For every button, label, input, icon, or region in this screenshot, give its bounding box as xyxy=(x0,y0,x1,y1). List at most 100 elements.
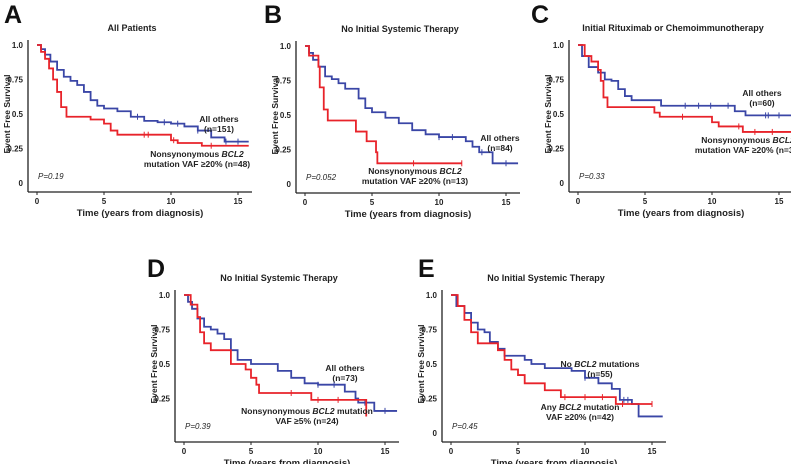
label-text: mutation xyxy=(335,406,373,416)
km-plot: No Initial Systemic Therapy 1.0 0.75 0.5 0.2… xyxy=(270,24,520,220)
gene-name: BCL2 xyxy=(440,166,462,176)
x-tick-label: 15 xyxy=(234,197,243,206)
y-tick-label: 1.0 xyxy=(553,41,565,50)
y-tick-label: 0 xyxy=(287,180,292,189)
x-tick-label: 5 xyxy=(249,447,254,456)
label-text: (n=151) xyxy=(204,124,234,134)
others-legend-label-line: All others xyxy=(199,114,238,124)
x-tick-label: 10 xyxy=(435,198,444,207)
mutated-legend-label-line: mutation VAF ≥20% (n=13) xyxy=(362,176,468,186)
p-value: P=0.45 xyxy=(452,422,478,431)
y-tick-label: 0.5 xyxy=(12,110,24,119)
y-tick-label: 0.25 xyxy=(7,145,23,154)
others-legend-label: All others(n=84) xyxy=(480,133,519,153)
panel-letter: B xyxy=(264,1,283,29)
others-curve xyxy=(451,294,663,418)
others-legend-label-line: (n=60) xyxy=(749,98,774,108)
y-tick-label: 0 xyxy=(560,179,565,188)
km-plot: All Patients 1.0 0.75 0.5 0.25 0 0 5 10 15 Time (y… xyxy=(2,23,252,219)
label-text: mutation VAF ≥20% (n=13) xyxy=(362,176,468,186)
y-tick-label: 0.25 xyxy=(548,145,564,154)
mutated-legend-label-line: Nonsynonymous BCL2 xyxy=(701,135,791,145)
mutated-curve xyxy=(578,44,791,133)
mutated-legend-label-line: mutation VAF ≥20% (n=31) xyxy=(695,145,791,155)
others-legend-label: All others(n=60) xyxy=(742,88,781,108)
others-legend-label-line: All others xyxy=(480,133,519,143)
gene-name: BCL2 xyxy=(312,406,334,416)
chart-title: No Initial Systemic Therapy xyxy=(220,273,338,283)
others-legend-label: No BCL2 mutations(n=55) xyxy=(561,359,640,379)
y-tick-label: 0 xyxy=(19,179,24,188)
others-curve xyxy=(37,44,249,143)
mutated-legend-label-line: Any BCL2 mutation xyxy=(541,402,620,412)
gene-name: BCL2 xyxy=(773,135,791,145)
label-text: Nonsynonymous xyxy=(241,406,312,416)
x-tick-label: 0 xyxy=(449,447,454,456)
label-text: All others xyxy=(480,133,519,143)
label-text: mutations xyxy=(596,359,639,369)
label-text: VAF ≥20% (n=42) xyxy=(546,412,614,422)
gene-name: BCL2 xyxy=(574,359,596,369)
x-tick-label: 15 xyxy=(502,198,511,207)
chart-title: No Initial Systemic Therapy xyxy=(487,273,605,283)
x-axis-label: Time (years from diagnosis) xyxy=(618,208,745,219)
x-tick-label: 0 xyxy=(576,197,581,206)
others-legend-label: All others(n=73) xyxy=(325,363,364,383)
chart-title: All Patients xyxy=(107,23,156,33)
y-tick-label: 0.75 xyxy=(154,326,170,335)
others-legend-label-line: All others xyxy=(742,88,781,98)
km-panel-b: No Initial Systemic Therapy 1.0 0.75 0.5 0.2… xyxy=(268,1,533,226)
label-text: mutation VAF ≥20% (n=48) xyxy=(144,159,250,169)
y-tick-label: 0.25 xyxy=(275,146,291,155)
y-axis-label: Event Free Survival xyxy=(149,325,159,404)
y-tick-label: 1.0 xyxy=(426,291,438,300)
mutated-legend-label-line: VAF ≥5% (n=24) xyxy=(275,416,338,426)
others-legend-label-line: All others xyxy=(325,363,364,373)
panel-letter: C xyxy=(531,1,550,29)
mutated-curve xyxy=(451,294,652,405)
label-text: mutation VAF ≥20% (n=31) xyxy=(695,145,791,155)
y-tick-label: 0.75 xyxy=(7,76,23,85)
y-tick-label: 0.75 xyxy=(275,77,291,86)
y-axis-label: Event Free Survival xyxy=(270,76,280,155)
mutated-legend-label-line: Nonsynonymous BCL2 xyxy=(368,166,462,176)
p-value: P=0.33 xyxy=(579,172,605,181)
others-legend-label-line: No BCL2 mutations xyxy=(561,359,640,369)
km-panel-c: Initial Rituximab or Chemoimmunotherapy 1… xyxy=(541,0,791,225)
y-tick-label: 0.75 xyxy=(548,76,564,85)
label-text: (n=55) xyxy=(587,369,612,379)
x-tick-label: 0 xyxy=(303,198,308,207)
x-tick-label: 15 xyxy=(648,447,657,456)
mutated-legend-label-line: VAF ≥20% (n=42) xyxy=(546,412,614,422)
p-value: P=0.39 xyxy=(185,422,211,431)
label-text: No xyxy=(561,359,575,369)
y-tick-label: 0.5 xyxy=(159,360,171,369)
others-legend-label-line: (n=151) xyxy=(204,124,234,134)
others-legend-label-line: (n=73) xyxy=(332,373,357,383)
x-tick-label: 10 xyxy=(314,447,323,456)
others-legend-label-line: (n=55) xyxy=(587,369,612,379)
km-panel-e: No Initial Systemic Therapy 1.0 0.75 0.5 0.2… xyxy=(414,250,679,464)
label-text: Any xyxy=(541,402,559,412)
label-text: Nonsynonymous xyxy=(701,135,772,145)
km-plot: No Initial Systemic Therapy 1.0 0.75 0.5 0.2… xyxy=(416,273,666,464)
panel-letter: A xyxy=(4,1,23,29)
others-curve xyxy=(578,44,791,117)
x-tick-label: 15 xyxy=(775,197,784,206)
label-text: (n=73) xyxy=(332,373,357,383)
others-legend-label: All others(n=151) xyxy=(199,114,238,134)
x-tick-label: 15 xyxy=(381,447,390,456)
x-axis-label: Time (years from diagnosis) xyxy=(491,458,618,464)
label-text: mutation xyxy=(581,402,619,412)
p-value: P=0.052 xyxy=(306,173,337,182)
mutated-curve xyxy=(37,44,249,147)
mutated-legend-label-line: Nonsynonymous BCL2 xyxy=(150,149,244,159)
y-axis-label: Event Free Survival xyxy=(543,75,553,154)
label-text: Nonsynonymous xyxy=(150,149,221,159)
x-tick-label: 5 xyxy=(643,197,648,206)
label-text: (n=84) xyxy=(487,143,512,153)
